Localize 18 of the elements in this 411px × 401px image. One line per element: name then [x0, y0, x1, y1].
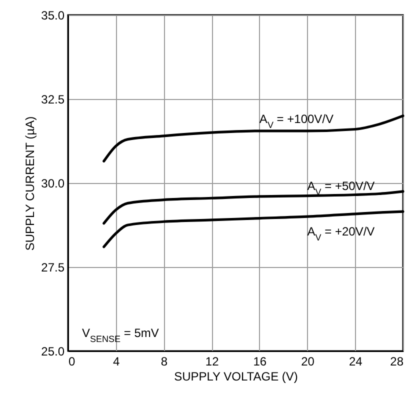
x-tick-label: 4 [113, 354, 120, 368]
y-axis-title: SUPPLY CURRENT (µA) [23, 116, 38, 251]
x-tick-label: 12 [205, 354, 220, 368]
y-tick-label: 27.5 [41, 260, 65, 274]
x-tick-label: 16 [253, 354, 267, 368]
y-tick-label: 35.0 [41, 8, 65, 22]
series-label: A$_{V}$ = +100V/V [259, 112, 334, 130]
series-label: A$_{V}$ = +20V/V [307, 224, 375, 243]
x-tick-label: 0 [68, 354, 76, 368]
x-tick-label: 8 [160, 354, 168, 368]
y-tick-label: 30.0 [41, 176, 65, 190]
y-tick-label: 32.5 [41, 92, 65, 106]
x-tick-label: 28 [390, 354, 404, 368]
x-tick-label: 20 [301, 354, 315, 368]
y-tick-label: 25.0 [41, 344, 65, 358]
annotation: V$_{SENSE}$ = 5mV [82, 326, 159, 344]
x-tick-label: 24 [348, 354, 363, 368]
x-axis-title: SUPPLY VOLTAGE (V) [174, 370, 298, 384]
